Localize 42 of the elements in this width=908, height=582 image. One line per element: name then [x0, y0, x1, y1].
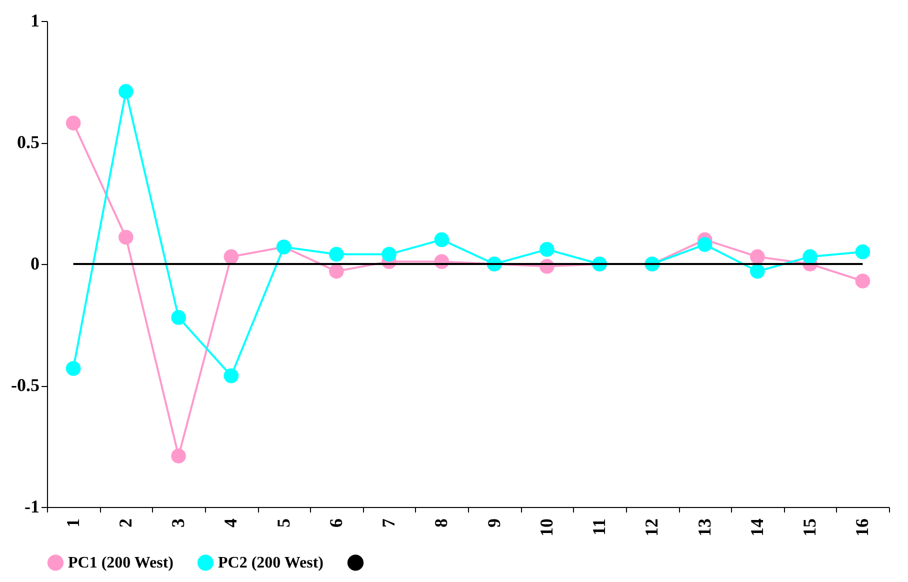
- point: [750, 264, 765, 279]
- point: [224, 368, 239, 384]
- point: [66, 361, 81, 376]
- y-tick-label: 0: [30, 254, 40, 274]
- x-tick-label: 14: [746, 518, 767, 536]
- point: [66, 116, 81, 130]
- x-tick-label: 6: [326, 518, 346, 528]
- y-tick-label: -1: [24, 496, 40, 516]
- point: [540, 242, 554, 257]
- x-tick-label: 16: [852, 518, 872, 536]
- x-tick-label: 15: [800, 518, 820, 536]
- x-tick-label: 4: [220, 518, 241, 528]
- x-tick-label: 2: [115, 518, 136, 528]
- y-tick-label: 0.5: [17, 132, 40, 152]
- x-tick-label: 1: [62, 518, 83, 528]
- point: [118, 84, 134, 99]
- point: [224, 249, 239, 264]
- point: [329, 246, 344, 262]
- legend-label: PC1 (200 West): [68, 554, 174, 572]
- point: [118, 230, 134, 245]
- point: [434, 232, 450, 248]
- point: [855, 274, 870, 288]
- x-tick-label: 7: [378, 518, 399, 528]
- point: [382, 246, 396, 262]
- y-tick-label: 1: [30, 10, 40, 30]
- x-tick-label: 8: [431, 518, 452, 528]
- point: [750, 249, 765, 264]
- y-tick-label: -0.5: [11, 375, 40, 395]
- point: [329, 264, 344, 279]
- point: [802, 249, 818, 264]
- point: [855, 244, 870, 260]
- x-tick-label: 12: [642, 518, 662, 536]
- x-tick-label: 3: [168, 518, 188, 528]
- point: [171, 310, 186, 325]
- x-tick-label: 9: [484, 518, 504, 528]
- legend-label: PC2 (200 West): [218, 554, 324, 572]
- x-tick-label: 11: [589, 518, 610, 536]
- x-tick-label: 13: [694, 518, 714, 536]
- x-tick-label: 10: [536, 518, 556, 536]
- point: [697, 237, 712, 252]
- point: [171, 448, 186, 464]
- x-tick-label: 5: [273, 518, 294, 528]
